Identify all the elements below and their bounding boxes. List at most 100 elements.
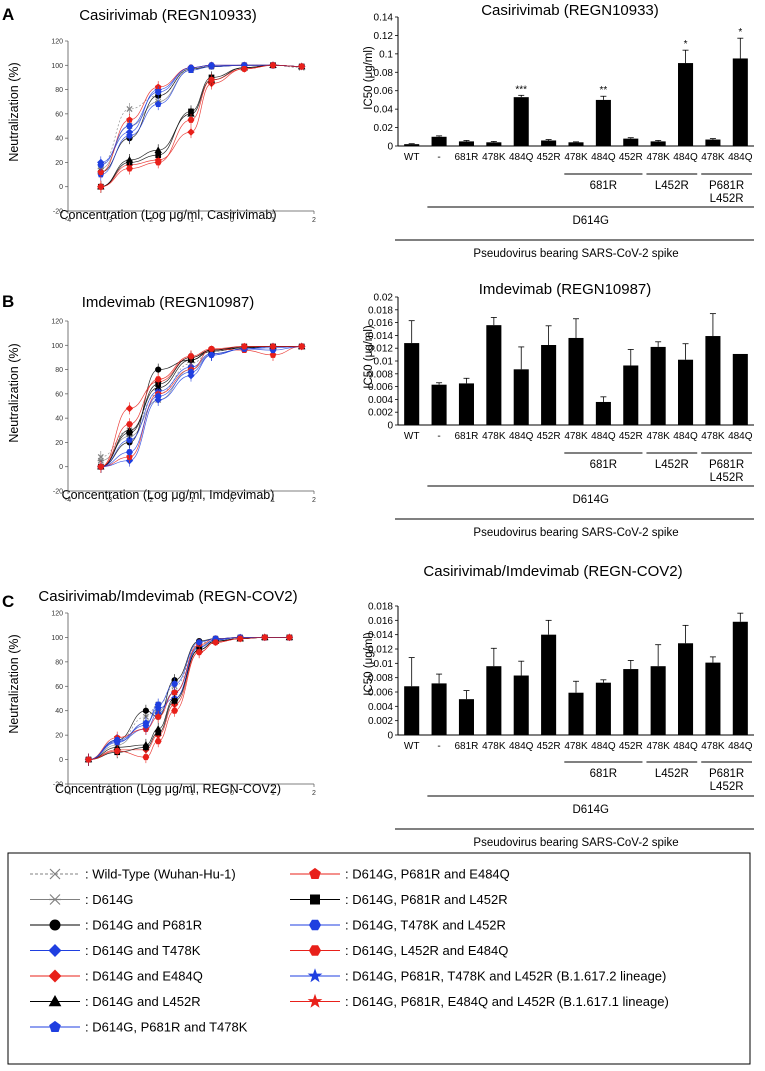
legend-label: : D614G and T478K bbox=[85, 943, 201, 958]
bar bbox=[732, 353, 748, 425]
legend-entry: : D614G, L452R and E484Q bbox=[290, 943, 508, 958]
group-label: L452R bbox=[655, 459, 689, 471]
bar bbox=[486, 142, 502, 146]
data-point bbox=[126, 123, 133, 129]
legend-entry: : Wild-Type (Wuhan-Hu-1) bbox=[30, 867, 236, 882]
footer-label: Pseudovirus bearing SARS-CoV-2 spike bbox=[473, 837, 678, 849]
x-tick-label: 1 bbox=[271, 497, 275, 504]
legend-entry: : D614G, P681R and E484Q bbox=[290, 867, 510, 882]
data-point bbox=[154, 159, 162, 166]
x-tick-label: 1 bbox=[271, 790, 275, 797]
bar bbox=[458, 141, 474, 146]
legend-entry: : D614G bbox=[30, 892, 133, 907]
bar bbox=[705, 662, 721, 735]
series-line bbox=[100, 64, 302, 188]
bar-title-b: Imdevimab (REGN10987) bbox=[479, 281, 652, 298]
category-label: 484Q bbox=[591, 741, 616, 752]
category-label: WT bbox=[404, 152, 420, 163]
series-line bbox=[100, 346, 302, 468]
legend-marker-star bbox=[307, 993, 323, 1008]
y-tick-label: 40 bbox=[55, 416, 63, 423]
legend-label: : D614G, P681R, T478K and L452R (B.1.617… bbox=[345, 969, 666, 984]
y-tick-label: 100 bbox=[51, 635, 63, 642]
bar bbox=[678, 63, 694, 147]
data-point bbox=[142, 713, 149, 720]
y-tick-label: 0.01 bbox=[374, 659, 394, 670]
group-label: P681R bbox=[709, 180, 744, 192]
series-line bbox=[100, 64, 302, 169]
data-point bbox=[126, 429, 133, 436]
bar bbox=[431, 384, 447, 425]
x-tick-label: -1 bbox=[188, 497, 194, 504]
category-label: 681R bbox=[455, 431, 479, 442]
legend-entry: : D614G, P681R and T478K bbox=[30, 1020, 248, 1035]
bar bbox=[541, 634, 557, 735]
footer-label: Pseudovirus bearing SARS-CoV-2 spike bbox=[473, 248, 678, 260]
category-label: 478K bbox=[701, 152, 725, 163]
data-point bbox=[188, 108, 194, 115]
category-label: 484Q bbox=[728, 741, 753, 752]
data-point bbox=[187, 64, 195, 71]
y-tick-label: 0.006 bbox=[368, 382, 393, 393]
category-label: 681R bbox=[455, 152, 479, 163]
data-point bbox=[154, 701, 162, 708]
curve-title-a: Casirivimab (REGN10933) bbox=[79, 7, 257, 24]
data-point bbox=[97, 183, 105, 190]
category-label: 478K bbox=[564, 431, 588, 442]
category-label: 484Q bbox=[673, 741, 698, 752]
data-point bbox=[126, 449, 133, 456]
y-tick-label: 60 bbox=[55, 111, 63, 118]
category-label: 484Q bbox=[673, 152, 698, 163]
data-point bbox=[113, 737, 121, 744]
group-label: L452R bbox=[655, 180, 689, 192]
curve-title-b: Imdevimab (REGN10987) bbox=[82, 294, 255, 311]
significance-label: ** bbox=[599, 85, 607, 96]
data-point bbox=[154, 738, 162, 745]
category-label: 681R bbox=[455, 741, 479, 752]
data-point bbox=[126, 436, 133, 443]
y-tick-label: 0.02 bbox=[374, 293, 394, 304]
category-label: 484Q bbox=[591, 431, 616, 442]
bar bbox=[458, 699, 474, 735]
legend-marker-asterisk bbox=[49, 894, 61, 905]
data-point bbox=[208, 352, 215, 358]
group-label: L452R bbox=[655, 768, 689, 780]
data-point bbox=[187, 369, 195, 375]
bar bbox=[650, 346, 666, 425]
data-point bbox=[187, 353, 195, 360]
series-1 bbox=[97, 343, 305, 467]
curve-xlabel-c: Concentration (Log μg/ml, REGN-COV2) bbox=[55, 782, 281, 796]
category-label: 452R bbox=[537, 431, 561, 442]
bar bbox=[458, 383, 474, 425]
category-label: 478K bbox=[646, 152, 670, 163]
data-point bbox=[236, 635, 244, 642]
data-point bbox=[142, 754, 150, 761]
legend-marker-hexagon bbox=[308, 919, 322, 931]
bar bbox=[404, 144, 420, 146]
category-label: 478K bbox=[564, 152, 588, 163]
y-tick-label: 80 bbox=[55, 367, 63, 374]
y-tick-label: 0.016 bbox=[368, 616, 393, 627]
bar-ylabel-c: IC50 (μg/ml) bbox=[363, 632, 375, 696]
series-line bbox=[88, 637, 290, 760]
y-tick-label: 0 bbox=[59, 757, 63, 764]
series-10 bbox=[85, 634, 293, 766]
category-label: - bbox=[437, 741, 440, 752]
bar bbox=[595, 401, 611, 425]
data-point bbox=[171, 680, 179, 687]
data-point bbox=[126, 105, 133, 113]
panel-letter-b: B bbox=[2, 292, 14, 311]
legend-entry: : D614G, P681R and L452R bbox=[290, 892, 508, 907]
bar bbox=[595, 99, 611, 146]
curve-ylabel-c: Neutralization (%) bbox=[7, 634, 21, 733]
y-tick-label: 120 bbox=[51, 611, 63, 618]
d614g-label: D614G bbox=[572, 804, 608, 816]
bar bbox=[705, 336, 721, 425]
legend: : Wild-Type (Wuhan-Hu-1) : D614G : D614G a… bbox=[30, 867, 669, 1035]
curve-panel-c: -20 0 20 40 60 80 100 120 -4 -3 -2 -1 0 1 2 bbox=[51, 611, 316, 798]
series-line bbox=[100, 64, 302, 166]
bar bbox=[623, 365, 639, 425]
category-label: 452R bbox=[537, 741, 561, 752]
y-tick-label: 40 bbox=[55, 708, 63, 715]
group-label: P681R bbox=[709, 459, 744, 471]
